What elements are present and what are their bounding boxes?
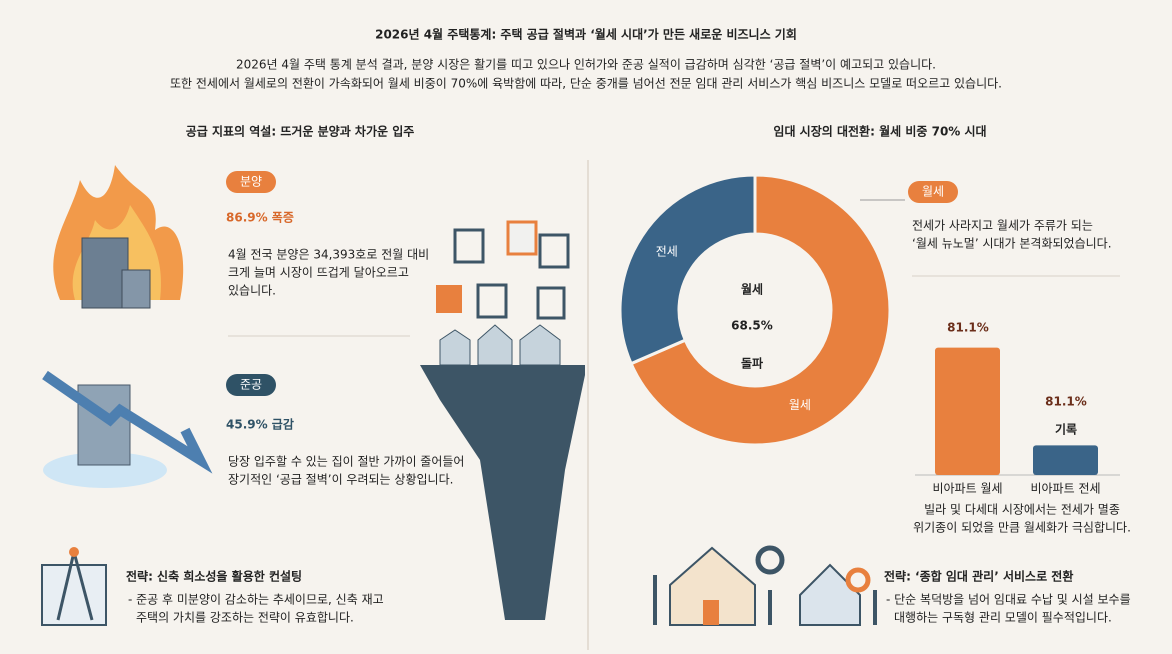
headline: 86.9% 폭증 (226, 211, 294, 225)
cliff-illustration (420, 220, 585, 620)
body-text: 위기종이 되었을 만큼 월세화가 극심합니다. (913, 521, 1131, 535)
body-text: 전세가 사라지고 월세가 주류가 되는 (912, 219, 1093, 233)
headline: 45.9% 급감 (226, 417, 294, 432)
section-heading: 임대 시장의 대전환: 월세 비중 70% 시대 (773, 124, 986, 139)
donut-center-label: 월세 (741, 282, 763, 297)
title: 2026년 4월 주택통계: 주택 공급 절벽과 ‘월세 시대’가 만든 새로운… (375, 27, 797, 42)
body-text: 있습니다. (228, 284, 276, 298)
house-icon (653, 545, 877, 626)
strategy-title: 전략: ‘종합 임대 관리’ 서비스로 전환 (884, 569, 1073, 584)
callout-label: 기록 (1055, 422, 1077, 437)
tag (226, 374, 276, 396)
x-tick-label: 비아파트 월세 (932, 482, 1002, 496)
callout-value: 81.1% (1045, 395, 1087, 409)
section-heading: 공급 지표의 역설: 뜨거운 분양과 차가운 입주 (186, 124, 415, 139)
body-text: 크게 늘며 시장이 뜨겁게 달아오르고 (228, 266, 409, 280)
bar-label: 81.1% (947, 321, 989, 335)
body-text: 당장 입주할 수 있는 집이 절반 가까이 줄어들어 (228, 455, 464, 469)
tag (226, 171, 276, 193)
subtitle: 2026년 4월 주택 통계 분석 결과, 분양 시장은 활기를 띠고 있으나 … (236, 58, 936, 72)
ice-icon (42, 370, 213, 488)
body-text: 빌라 및 다세대 시장에서는 전세가 멸종 (924, 503, 1120, 517)
bar (1033, 445, 1098, 475)
donut-label: 월세 (789, 398, 811, 412)
bar (935, 347, 1000, 475)
body-text: 대행하는 구독형 관리 모델이 필수적입니다. (894, 610, 1112, 625)
body-text: ‘월세 뉴노멀’ 시대가 본격화되었습니다. (912, 237, 1112, 251)
tag-label: 준공 (240, 378, 262, 392)
body-text: 4월 전국 분양은 34,393호로 전월 대비 (228, 248, 429, 262)
donut-center-value: 68.5% (731, 319, 773, 333)
body-text: 주택의 가치를 강조하는 전략이 유효합니다. (136, 611, 354, 625)
body-text: 장기적인 ‘공급 절벽’이 우려되는 상황입니다. (228, 473, 453, 487)
donut-segment (618, 173, 757, 366)
donut-segment (629, 173, 892, 447)
tag (908, 181, 958, 203)
tag-label: 분양 (240, 175, 262, 189)
body-text: - 준공 후 미분양이 감소하는 추세이므로, 신축 재고 (128, 593, 384, 607)
donut-label: 전세 (656, 245, 678, 259)
bar-chart: 비아파트 월세 비아파트 전세 (915, 347, 1120, 496)
strategy-title: 전략: 신축 희소성을 활용한 컨설팅 (126, 569, 302, 584)
x-tick-label: 비아파트 전세 (1030, 482, 1100, 496)
donut-chart: 월세 전세 (618, 173, 892, 447)
fire-icon (53, 165, 184, 309)
body-text: - 단순 복덕방을 넘어 임대료 수납 및 시설 보수를 (886, 593, 1131, 607)
subtitle: 또한 전세에서 월세로의 전환이 가속화되어 월세 비중이 70%에 육박함에 … (170, 77, 1002, 91)
blueprint-icon (41, 547, 107, 626)
donut-center-label: 돌파 (741, 356, 763, 371)
tag-label: 월세 (922, 185, 944, 199)
